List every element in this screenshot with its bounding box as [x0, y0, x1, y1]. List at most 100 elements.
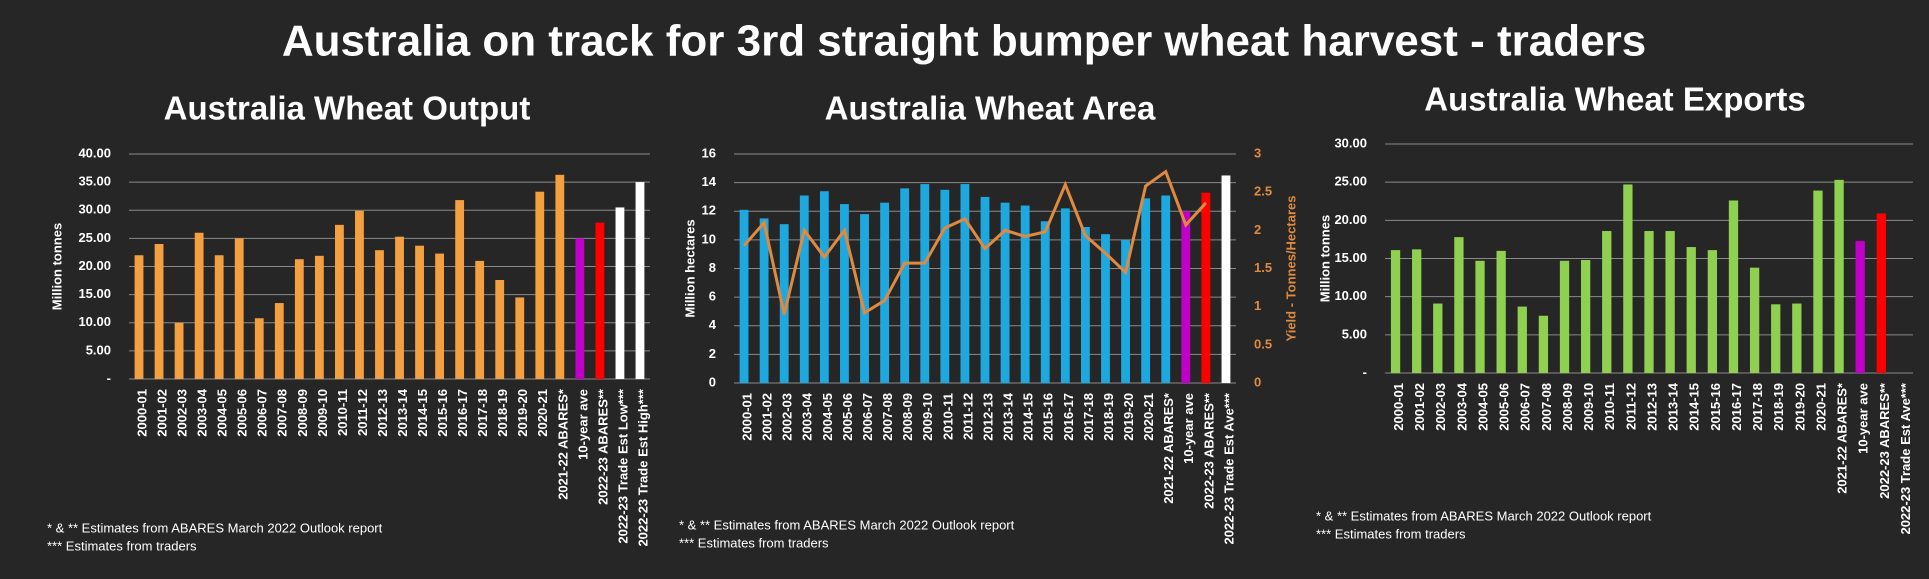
- footnote: * & ** Estimates from ABARES March 2022 …: [679, 517, 1015, 532]
- x-tick-label: 2022-23 ABARES**: [1201, 392, 1216, 509]
- x-tick-label: 2022-23 Trade Est Low***: [615, 388, 630, 544]
- x-tick-label: 2021-22 ABARES*: [1835, 382, 1850, 494]
- y-tick-label: 12: [702, 203, 716, 218]
- x-tick-label: 2014-15: [415, 389, 430, 437]
- footnote: *** Estimates from traders: [1316, 526, 1466, 541]
- bar: [294, 259, 304, 379]
- bar: [980, 196, 990, 383]
- y-tick-label: 15.00: [78, 286, 111, 301]
- x-tick-label: 2009-10: [315, 389, 330, 437]
- bar: [1000, 202, 1010, 383]
- bar: [1813, 190, 1823, 373]
- x-tick-label: 2020-21: [1141, 393, 1156, 441]
- y2-axis-label: Yield - Tonnes/Hectares: [1283, 196, 1298, 342]
- x-tick-label: 2012-13: [375, 389, 390, 437]
- bar: [595, 222, 605, 379]
- x-tick-label: 2000-01: [739, 393, 754, 441]
- x-tick-label: 2014-15: [1687, 383, 1702, 431]
- bar: [779, 224, 789, 383]
- bar: [254, 318, 264, 379]
- bar: [1201, 192, 1211, 383]
- x-tick-label: 2005-06: [235, 389, 250, 437]
- x-tick-label: 2012-13: [1644, 383, 1659, 431]
- x-tick-label: 2022-23 Trade Est High***: [635, 388, 650, 546]
- y-axis-label: Million tonnes: [49, 223, 64, 310]
- x-tick-label: 2011-12: [960, 393, 975, 440]
- bar: [435, 253, 445, 379]
- bar: [759, 218, 769, 383]
- bar: [1559, 260, 1570, 373]
- footnote: * & ** Estimates from ABARES March 2022 …: [1316, 508, 1652, 523]
- bar: [615, 207, 625, 379]
- bar: [1040, 221, 1050, 383]
- x-tick-label: 2018-19: [1101, 393, 1116, 441]
- bar: [840, 204, 849, 383]
- y2-tick-label: 1.5: [1254, 260, 1272, 275]
- x-tick-label: 2001-02: [154, 389, 169, 437]
- bar: [415, 245, 424, 379]
- x-tick-label: 2017-18: [475, 389, 490, 437]
- x-tick-label: 2015-16: [1041, 393, 1056, 441]
- bar: [1181, 211, 1191, 383]
- chart-title: Australia Wheat Output: [164, 90, 531, 127]
- x-tick-label: 2022-23 ABARES**: [595, 388, 610, 505]
- x-tick-label: 2012-13: [980, 393, 995, 441]
- x-tick-label: 2002-03: [1433, 383, 1448, 431]
- x-tick-label: 2005-06: [1497, 383, 1512, 431]
- x-tick-label: 2017-18: [1081, 393, 1096, 441]
- bar: [1749, 267, 1760, 373]
- bar: [1580, 260, 1591, 373]
- bar: [234, 238, 244, 379]
- x-tick-label: 2021-22 ABARES*: [1161, 392, 1176, 504]
- y-tick-label: 40.00: [78, 145, 111, 160]
- x-tick-label: 2010-11: [940, 393, 955, 440]
- y-tick-label: 35.00: [78, 174, 111, 189]
- y2-tick-label: 2: [1254, 222, 1261, 237]
- bar: [455, 200, 465, 379]
- x-tick-label: 2016-17: [455, 389, 470, 437]
- x-tick-label: 2011-12: [1623, 383, 1638, 430]
- bar: [1412, 249, 1422, 373]
- bar: [274, 303, 284, 379]
- x-tick-label: 2015-16: [435, 389, 450, 437]
- x-tick-label: 10-year ave: [1856, 383, 1871, 454]
- x-tick-label: 2020-21: [1813, 383, 1828, 431]
- x-tick-label: 10-year ave: [1181, 393, 1196, 464]
- bar: [334, 224, 344, 379]
- x-tick-label: 2004-05: [215, 389, 230, 437]
- y-tick-label: 5.00: [86, 342, 111, 357]
- bar: [555, 174, 565, 379]
- y-tick-label: 2: [709, 346, 716, 361]
- x-tick-label: 2003-04: [800, 392, 815, 440]
- bar: [1221, 175, 1231, 383]
- y-tick-label: -: [107, 370, 111, 385]
- bar: [1644, 231, 1654, 373]
- y-tick-label: 16: [702, 145, 716, 160]
- bar: [1855, 240, 1865, 373]
- y-axis-label: Million hectares: [682, 219, 697, 317]
- y-tick-label: 10.00: [1334, 288, 1367, 303]
- bar: [1101, 234, 1110, 383]
- y-tick-label: 30.00: [78, 202, 111, 217]
- x-tick-label: 2017-18: [1750, 383, 1765, 431]
- bar: [1390, 250, 1401, 373]
- y-tick-label: 5.00: [1342, 326, 1367, 341]
- x-tick-label: 2019-20: [1121, 393, 1136, 441]
- x-tick-label: 2020-21: [535, 389, 550, 437]
- bar: [1602, 231, 1612, 373]
- bar: [134, 255, 144, 379]
- y-tick-label: 14: [702, 174, 717, 189]
- bar: [495, 280, 505, 379]
- bar: [860, 214, 869, 383]
- x-tick-label: 2006-07: [255, 389, 270, 437]
- bar: [154, 244, 164, 379]
- x-tick-label: 2008-09: [295, 389, 310, 437]
- bar: [1538, 315, 1549, 373]
- x-tick-label: 2004-05: [820, 393, 835, 441]
- x-tick-label: 2011-12: [355, 389, 370, 436]
- bar: [1665, 231, 1675, 373]
- x-tick-label: 2007-08: [880, 393, 895, 441]
- bar: [1876, 213, 1886, 373]
- x-tick-label: 2018-19: [495, 389, 510, 437]
